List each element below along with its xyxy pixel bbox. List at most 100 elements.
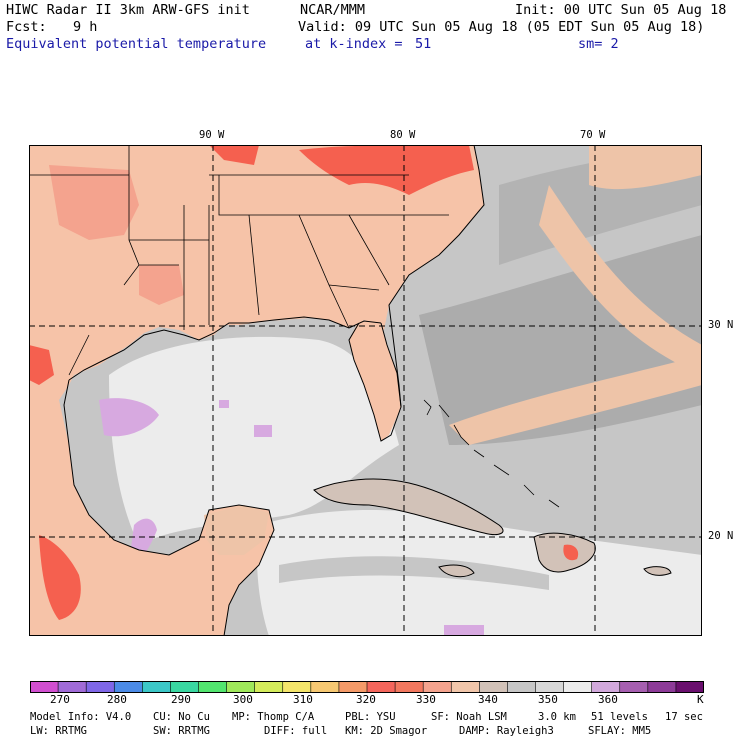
colorbar-tick-360: 360 bbox=[598, 693, 618, 706]
colorbar-swatch bbox=[423, 681, 452, 693]
bahamas-1 bbox=[423, 399, 432, 416]
bahamas-7 bbox=[548, 499, 560, 508]
state-border-7 bbox=[248, 214, 260, 316]
smoothing-label: sm= 2 bbox=[578, 36, 619, 52]
warm-region-texas bbox=[49, 165, 139, 240]
colorbar-tick-350: 350 bbox=[538, 693, 558, 706]
colorbar-swatch bbox=[563, 681, 593, 693]
colorbar-swatch bbox=[535, 681, 565, 693]
puerto-rico-land bbox=[644, 566, 671, 576]
info-shortwave: SW: RRTMG bbox=[153, 725, 210, 737]
colorbar-swatch bbox=[591, 681, 621, 693]
colorbar-swatch bbox=[58, 681, 87, 693]
info-timestep: 17 sec bbox=[665, 711, 703, 723]
forecast-label: Fcst: bbox=[6, 19, 47, 35]
warm-region-louisiana bbox=[139, 265, 184, 305]
colorbar-unit: K bbox=[697, 693, 704, 706]
map-border bbox=[29, 145, 702, 636]
level-value: 51 bbox=[415, 36, 432, 52]
bahamas-4 bbox=[473, 449, 485, 458]
colorbar-swatch bbox=[619, 681, 649, 693]
state-borders bbox=[29, 145, 449, 376]
purple-patch-1 bbox=[254, 425, 272, 437]
init-time: Init: 00 UTC Sun 05 Aug 18 bbox=[515, 2, 727, 18]
bahamas-2 bbox=[438, 404, 450, 418]
lat-label-20n: 20 N bbox=[708, 530, 734, 542]
hot-region-north bbox=[209, 145, 259, 165]
colorbar-tick-290: 290 bbox=[171, 693, 191, 706]
state-border-10 bbox=[348, 214, 390, 286]
colorbar-tick-320: 320 bbox=[356, 693, 376, 706]
info-model-version: Model Info: V4.0 bbox=[30, 711, 132, 723]
atlantic-warm-band-2 bbox=[449, 355, 702, 445]
us-east-coast bbox=[388, 145, 485, 408]
lon-label-70w: 70 W bbox=[580, 129, 606, 141]
state-border-9 bbox=[328, 284, 380, 291]
info-microphysics: MP: Thomp C/A bbox=[232, 711, 315, 723]
caribbean-gray-streak bbox=[279, 556, 549, 590]
lat-lon-grid bbox=[29, 145, 702, 636]
colorbar-swatch bbox=[507, 681, 536, 693]
valid-time: Valid: 09 UTC Sun 05 Aug 18 (05 EDT Sun … bbox=[298, 19, 705, 35]
purple-patch-3 bbox=[444, 625, 484, 635]
colorbar-swatch bbox=[675, 681, 704, 693]
colorbar-tick-270: 270 bbox=[50, 693, 70, 706]
state-border-6 bbox=[218, 175, 449, 216]
info-damping: DAMP: Rayleigh3 bbox=[459, 725, 554, 737]
hispaniola-coast bbox=[533, 532, 596, 573]
jamaica-coast bbox=[438, 564, 475, 578]
colorbar-swatch bbox=[282, 681, 312, 693]
hispaniola-hot-spot bbox=[563, 544, 579, 561]
mexico-coast bbox=[63, 379, 275, 636]
us-land bbox=[29, 145, 484, 400]
colorbar-swatch bbox=[367, 681, 396, 693]
yucatan-land bbox=[204, 505, 269, 555]
info-km: KM: 2D Smagor bbox=[345, 725, 428, 737]
level-label: at k-index = bbox=[305, 36, 403, 52]
colorbar-swatch bbox=[647, 681, 677, 693]
info-diffusion: DIFF: full bbox=[264, 725, 328, 737]
info-longwave: LW: RRTMG bbox=[30, 725, 87, 737]
bahamas-6 bbox=[523, 484, 535, 496]
puerto-rico-coast bbox=[643, 566, 672, 576]
cuba-coast bbox=[313, 478, 504, 536]
hot-region-appalachians bbox=[299, 145, 474, 195]
info-pbl: PBL: YSU bbox=[345, 711, 396, 723]
purple-patch-west-gulf bbox=[99, 398, 159, 437]
colorbar-tick-330: 330 bbox=[416, 693, 436, 706]
hot-region-mexico-north bbox=[29, 345, 54, 385]
purple-patch-2 bbox=[219, 400, 229, 408]
colorbar-tick-340: 340 bbox=[478, 693, 498, 706]
info-cumulus: CU: No Cu bbox=[153, 711, 210, 723]
atlantic-warm-band-3 bbox=[589, 145, 702, 190]
cuba-land bbox=[314, 479, 504, 535]
colorbar-swatch bbox=[170, 681, 199, 693]
colorbar-swatch bbox=[142, 681, 171, 693]
colorbar-swatch bbox=[114, 681, 143, 693]
model-title: HIWC Radar II 3km ARW-GFS init bbox=[6, 2, 250, 18]
info-surface: SF: Noah LSM bbox=[431, 711, 507, 723]
colorbar-swatch bbox=[226, 681, 256, 693]
info-surface-layer: SFLAY: MM5 bbox=[588, 725, 652, 737]
state-border-13 bbox=[68, 334, 90, 376]
colorbar-swatch bbox=[451, 681, 480, 693]
colorbar bbox=[30, 681, 704, 693]
forecast-hours: 9 h bbox=[73, 19, 98, 35]
colorbar-swatch bbox=[30, 681, 59, 693]
bahamas-islands bbox=[423, 399, 560, 508]
lon-label-90w: 90 W bbox=[199, 129, 225, 141]
bahamas-3 bbox=[453, 424, 470, 446]
colorbar-tick-300: 300 bbox=[233, 693, 253, 706]
atlantic-warm-band bbox=[539, 185, 702, 375]
colorbar-swatch bbox=[395, 681, 424, 693]
coastlines bbox=[63, 145, 672, 636]
colorbar-swatch bbox=[254, 681, 284, 693]
state-border-12 bbox=[123, 264, 179, 286]
colorbar-swatch bbox=[479, 681, 508, 693]
colorbar-tick-280: 280 bbox=[107, 693, 127, 706]
theta-e-map bbox=[29, 145, 702, 636]
colorbar-swatch bbox=[310, 681, 340, 693]
institution-label: NCAR/MMM bbox=[300, 2, 366, 18]
lon-label-80w: 80 W bbox=[390, 129, 416, 141]
info-levels: 51 levels bbox=[591, 711, 648, 723]
